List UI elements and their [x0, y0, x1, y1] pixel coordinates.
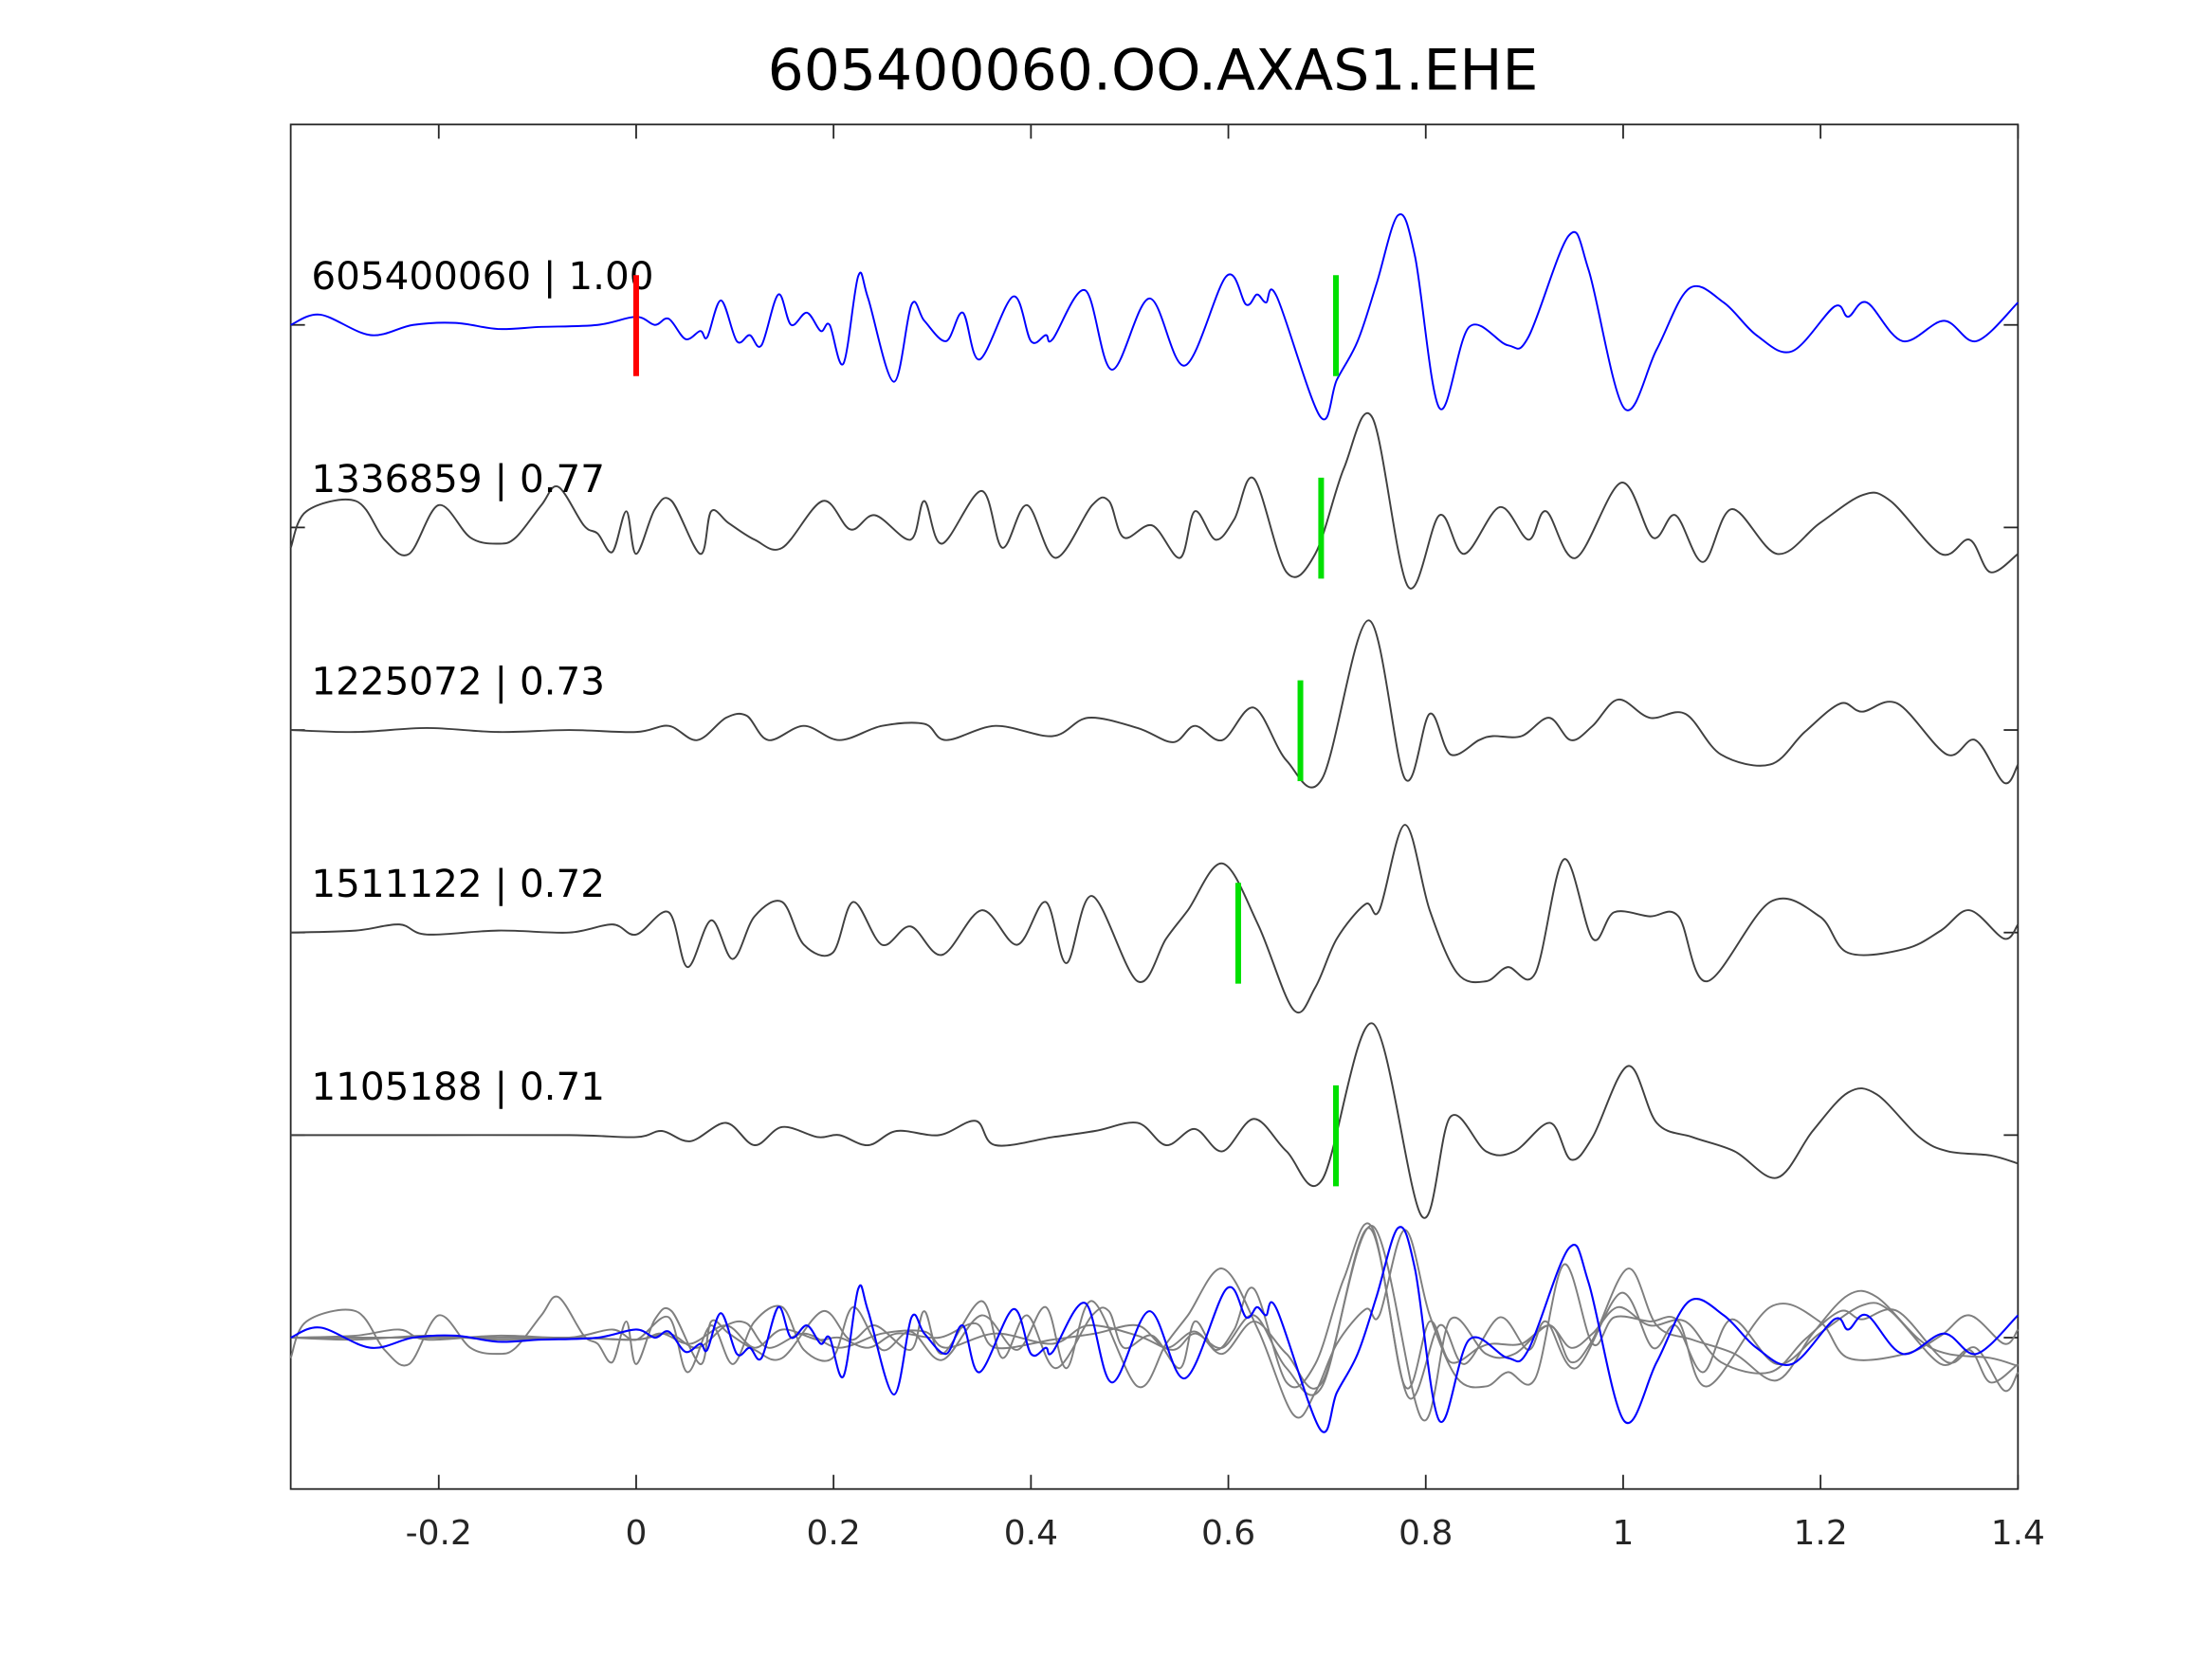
x-tick-label: 0.2 — [807, 1514, 861, 1553]
x-tick-label: 0.8 — [1398, 1514, 1453, 1553]
traces — [289, 212, 2020, 1219]
chart-title: 605400060.OO.AXAS1.EHE — [768, 38, 1539, 104]
overlay-trace-1336859 — [289, 1222, 2019, 1400]
overlay-panel — [289, 1222, 2020, 1433]
trace-1105188 — [290, 1022, 2019, 1219]
axes-frame — [289, 123, 2020, 1490]
trace-605400060 — [290, 212, 2020, 421]
x-tick-label: -0.2 — [406, 1514, 472, 1553]
picks — [632, 275, 1340, 1187]
trace-1336859 — [289, 411, 2019, 590]
x-tick-label: 1 — [1612, 1514, 1634, 1553]
trace-1511122 — [290, 824, 2020, 1013]
x-tick-label: 0 — [626, 1514, 648, 1553]
trace-label-1511122: 1511122 | 0.72 — [311, 861, 605, 906]
overlay-trace-1511122 — [290, 1229, 2020, 1419]
trace-labels: 605400060 | 1.00 1336859 | 0.77 1225072 | … — [311, 253, 653, 1109]
trace-label-605400060: 605400060 | 1.00 — [311, 253, 653, 299]
trace-label-1336859: 1336859 | 0.77 — [311, 456, 605, 501]
trace-label-1225072: 1225072 | 0.73 — [311, 659, 605, 704]
trace-1225072 — [290, 619, 2020, 789]
overlay-trace-605400060 — [290, 1226, 2020, 1433]
x-tick-label: 1.4 — [1991, 1514, 2045, 1553]
x-tick-label: 0.6 — [1201, 1514, 1255, 1553]
x-tick-label: 1.2 — [1794, 1514, 1848, 1553]
trace-label-1105188: 1105188 | 0.71 — [311, 1064, 605, 1109]
x-tick-label: 0.4 — [1004, 1514, 1058, 1553]
overlay-trace-1105188 — [290, 1225, 2019, 1422]
x-ticks: -0.2 0 0.2 0.4 0.6 0.8 1 1.2 1.4 — [290, 124, 2045, 1553]
